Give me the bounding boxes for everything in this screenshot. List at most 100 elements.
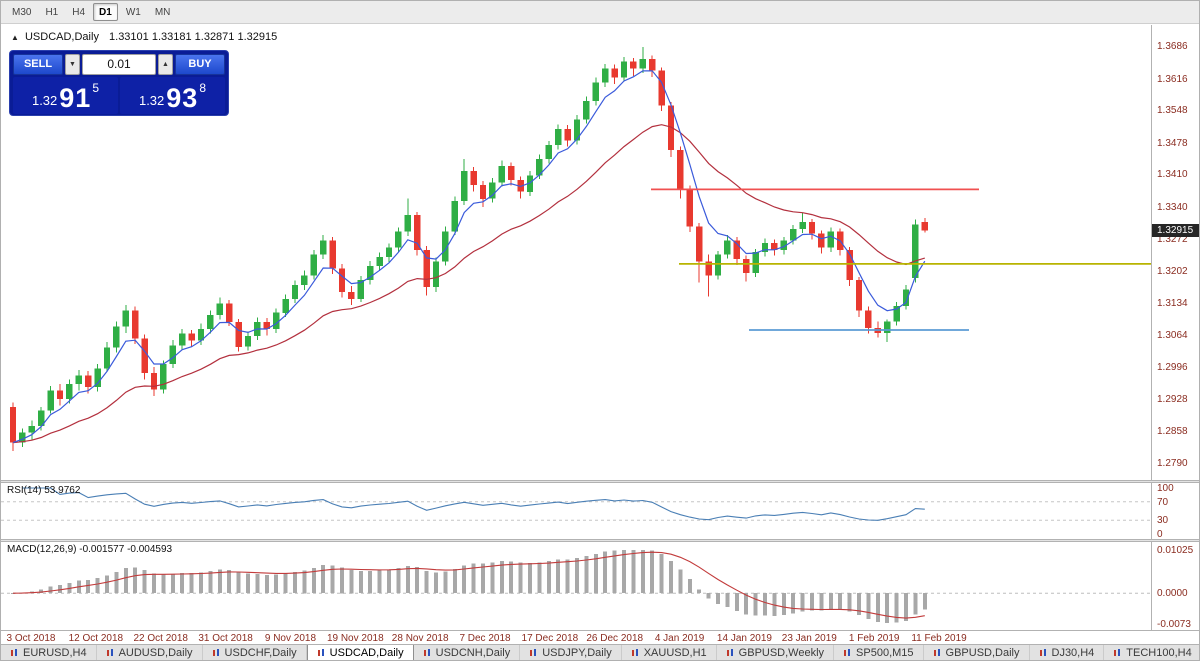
- price-axis-tick: 1.3064: [1157, 330, 1188, 342]
- price-axis-tick: 1.3686: [1157, 41, 1188, 52]
- chart-ohlc-values: 1.33101 1.33181 1.32871 1.32915: [109, 31, 278, 43]
- timeframe-button-w1[interactable]: W1: [125, 7, 141, 18]
- one-click-trading-panel: SELL ▼ 0.01 ▲ BUY 1.32 91 5 1.32 93 8: [9, 50, 229, 116]
- panel-splitter[interactable]: [1, 480, 1199, 483]
- macd-label: MACD(12,26,9) -0.001577 -0.004593: [7, 544, 173, 555]
- candlestick-chart[interactable]: [1, 25, 1153, 480]
- price-axis-tick: 1.3202: [1157, 266, 1188, 278]
- price-axis-tick: 1.3548: [1157, 105, 1188, 117]
- chart-tab-icon: [726, 649, 733, 656]
- chart-tab-eurusd-h4[interactable]: EURUSD,H4: [1, 645, 97, 660]
- rsi-axis[interactable]: 100 70 30 0: [1151, 483, 1199, 540]
- timeframe-toolbar: M30 H1 H4 D1 W1 MN: [1, 1, 1199, 24]
- chart-tab-bar: EURUSD,H4 AUDUSD,Daily USDCHF,Daily USDCAD,…: [1, 644, 1199, 660]
- chart-tab-audusd-daily[interactable]: AUDUSD,Daily: [97, 645, 203, 660]
- chart-tab-icon: [530, 649, 537, 656]
- price-axis-tick: 1.2996: [1157, 362, 1188, 374]
- chart-tab-gbpusd-weekly[interactable]: GBPUSD,Weekly: [717, 645, 835, 660]
- sell-price-big-digits: 91: [59, 83, 92, 113]
- buy-price-big-digits: 93: [166, 83, 199, 113]
- macd-axis[interactable]: 0.01025 0.0000 -0.0073: [1151, 542, 1199, 630]
- date-axis-tick: 14 Jan 2019: [716, 633, 772, 644]
- sell-button[interactable]: SELL: [13, 54, 63, 75]
- price-axis-tick: 1.3410: [1157, 169, 1188, 181]
- date-axis-tick: 17 Dec 2018: [521, 633, 579, 644]
- volume-input[interactable]: 0.01: [82, 54, 156, 75]
- macd-indicator-chart[interactable]: [1, 542, 1153, 630]
- chart-tab-icon: [844, 649, 851, 656]
- timeframe-button-h1[interactable]: H1: [45, 7, 59, 18]
- chart-tab-tech100-h4[interactable]: TECH100,H4: [1104, 645, 1199, 660]
- chart-tab-icon: [423, 649, 430, 656]
- date-axis-tick: 9 Nov 2018: [264, 633, 317, 644]
- date-axis-tick: 11 Feb 2019: [911, 633, 967, 644]
- chart-tab-icon: [631, 649, 638, 656]
- volume-increase-button[interactable]: ▲: [158, 54, 173, 75]
- chart-tab-usdcnh-daily[interactable]: USDCNH,Daily: [414, 645, 521, 660]
- rsi-axis-label: 100: [1157, 483, 1174, 494]
- rsi-axis-label: 30: [1157, 515, 1169, 527]
- chart-tab-icon: [1114, 649, 1121, 656]
- timeframe-button-m30[interactable]: M30: [12, 7, 32, 18]
- price-axis-tick: 1.2858: [1157, 426, 1188, 438]
- price-axis-tick: 1.3478: [1157, 137, 1188, 149]
- date-axis-tick: 22 Oct 2018: [133, 633, 188, 644]
- buy-price-prefix: 1.32: [138, 93, 165, 108]
- chart-tab-icon: [212, 649, 219, 656]
- date-axis-tick: 7 Dec 2018: [459, 633, 511, 644]
- chart-tab-usdcad-daily[interactable]: USDCAD,Daily: [306, 645, 414, 660]
- date-axis[interactable]: 3 Oct 2018 12 Oct 2018 22 Oct 2018 31 Oct 2…: [1, 630, 1199, 646]
- chart-tab-usdchf-daily[interactable]: USDCHF,Daily: [203, 645, 307, 660]
- chart-tab-sp500-m15[interactable]: SP500,M15: [834, 645, 924, 660]
- sell-price-pip-digit: 5: [92, 81, 100, 95]
- panel-splitter[interactable]: [1, 539, 1199, 542]
- price-axis-tick: 1.3340: [1157, 202, 1188, 214]
- price-axis-tick: 1.2790: [1157, 458, 1188, 469]
- rsi-axis-label: 70: [1157, 496, 1169, 508]
- price-axis-tick: 1.3616: [1157, 73, 1188, 85]
- rsi-axis-label: 0: [1157, 529, 1163, 540]
- chart-symbol-label: USDCAD,Daily: [24, 31, 99, 43]
- chart-tab-icon: [317, 649, 324, 656]
- timeframe-button-d1[interactable]: D1: [93, 3, 118, 21]
- macd-axis-label: -0.0073: [1157, 619, 1191, 630]
- chart-tab-icon: [11, 649, 17, 656]
- macd-panel: MACD(12,26,9) -0.001577 -0.004593 0.0102…: [1, 542, 1199, 630]
- date-axis-tick: 4 Jan 2019: [654, 633, 705, 644]
- buy-price-display[interactable]: 1.32 93 8: [120, 77, 225, 114]
- timeframe-button-mn[interactable]: MN: [154, 7, 171, 18]
- date-axis-tick: 19 Nov 2018: [326, 633, 384, 644]
- chart-tab-icon: [933, 649, 940, 656]
- chart-tab-icon: [1039, 649, 1046, 656]
- sell-price-prefix: 1.32: [31, 93, 58, 108]
- price-axis[interactable]: 1.32915 1.3686 1.3616 1.3548 1.3478 1.3410 1.…: [1151, 25, 1199, 480]
- collapse-panel-icon[interactable]: ▲: [11, 33, 19, 42]
- chart-tab-gbpusd-daily[interactable]: GBPUSD,Daily: [924, 645, 1030, 660]
- rsi-indicator-chart[interactable]: [1, 483, 1153, 539]
- price-axis-tick: 1.3272: [1157, 233, 1188, 245]
- timeframe-button-h4[interactable]: H4: [72, 7, 86, 18]
- date-axis-tick: 12 Oct 2018: [68, 633, 124, 644]
- sell-price-display[interactable]: 1.32 91 5: [13, 77, 118, 114]
- price-axis-tick: 1.2928: [1157, 393, 1188, 405]
- date-axis-tick: 31 Oct 2018: [198, 633, 253, 644]
- chart-tab-usdjpy-daily[interactable]: USDJPY,Daily: [520, 645, 622, 660]
- chart-tab-xauusd-h1[interactable]: XAUUSD,H1: [622, 645, 717, 660]
- chart-tab-icon: [106, 649, 113, 656]
- price-axis-tick: 1.3134: [1157, 297, 1188, 309]
- date-axis-tick: 28 Nov 2018: [391, 633, 449, 644]
- volume-decrease-button[interactable]: ▼: [65, 54, 80, 75]
- macd-axis-label: 0.0000: [1157, 588, 1188, 600]
- chart-tab-dj30-h4[interactable]: DJ30,H4: [1030, 645, 1105, 660]
- chart-window[interactable]: ▲ USDCAD,Daily 1.33101 1.33181 1.32871 1…: [1, 25, 1199, 480]
- rsi-panel: RSI(14) 53.9762 100 70 30 0: [1, 483, 1199, 540]
- chart-title: ▲ USDCAD,Daily 1.33101 1.33181 1.32871 1…: [11, 31, 277, 43]
- date-axis-tick: 1 Feb 2019: [848, 633, 900, 644]
- buy-button[interactable]: BUY: [175, 54, 225, 75]
- buy-price-pip-digit: 8: [199, 81, 207, 95]
- date-axis-tick: 3 Oct 2018: [6, 633, 56, 644]
- macd-axis-label: 0.01025: [1157, 545, 1194, 556]
- date-axis-tick: 26 Dec 2018: [586, 633, 644, 644]
- date-axis-tick: 23 Jan 2019: [781, 633, 837, 644]
